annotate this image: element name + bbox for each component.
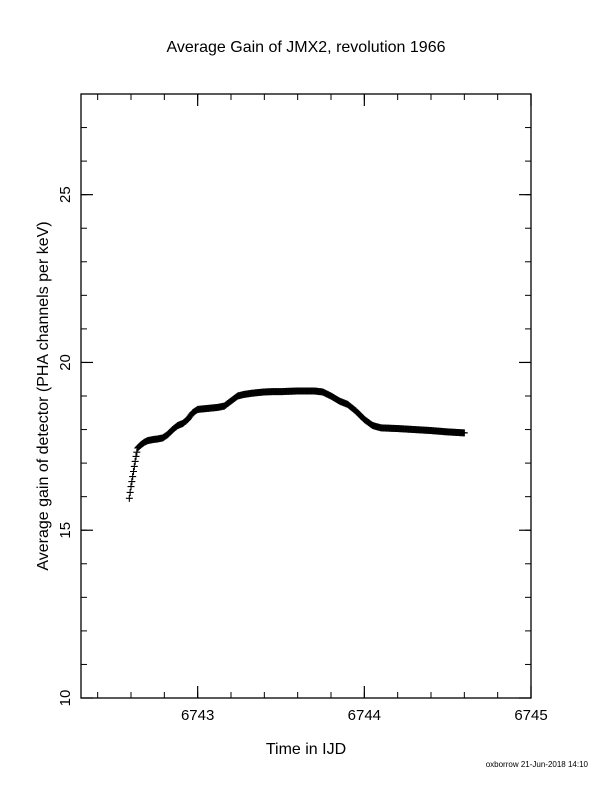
x-tick-label: 6745	[514, 707, 547, 724]
y-tick-label: 15	[57, 522, 74, 539]
plot-area: 6743 6744 6745 10 15 20 25	[57, 93, 548, 724]
data-series	[125, 387, 468, 502]
x-tick-label: 6743	[181, 707, 214, 724]
x-axis-title: Time in IJD	[266, 741, 346, 758]
data-point	[130, 462, 138, 470]
y-axis-title: Average gain of detector (PHA channels p…	[35, 221, 52, 570]
chart-title: Average Gain of JMX2, revolution 1966	[167, 39, 446, 56]
y-tick-label: 10	[57, 690, 74, 707]
data-point	[127, 483, 135, 491]
minor-ticks	[81, 94, 531, 698]
x-tick-label: 6744	[348, 707, 381, 724]
y-axis-ticks: 10 15 20 25	[57, 186, 531, 706]
data-point	[133, 448, 141, 456]
data-point	[131, 457, 139, 465]
y-tick-label: 20	[57, 354, 74, 371]
plot-frame	[80, 93, 532, 699]
x-axis-ticks: 6743 6744 6745	[181, 94, 548, 724]
data-point	[130, 468, 137, 475]
data-point	[128, 478, 136, 486]
data-point	[126, 488, 134, 496]
data-point	[129, 473, 137, 481]
data-point	[125, 494, 133, 502]
data-point	[132, 452, 140, 460]
y-tick-label: 25	[57, 186, 74, 203]
footer-credit: oxborrow 21-Jun-2018 14:10	[486, 760, 589, 769]
data-point	[460, 429, 468, 437]
